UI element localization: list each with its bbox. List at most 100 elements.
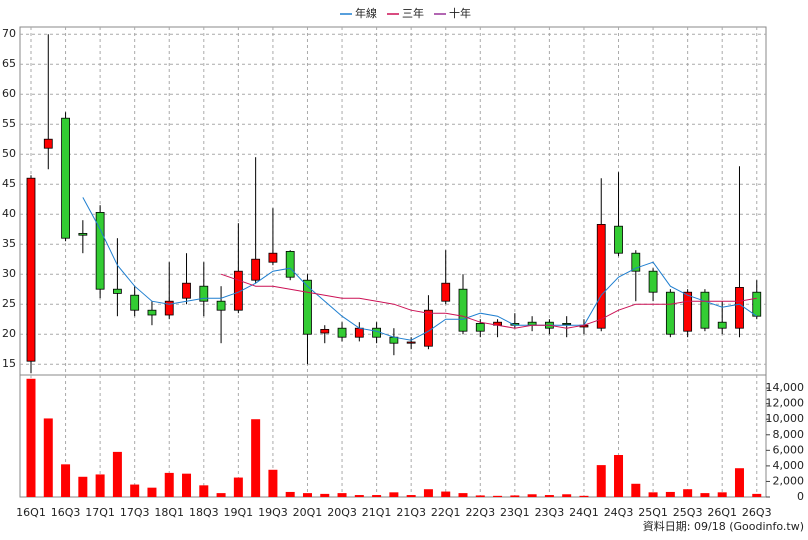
candle-body [164,300,174,316]
y-tick-label: 25 [2,297,16,310]
x-tick-label: 23Q3 [535,506,565,519]
volume-bar [614,455,624,497]
volume-bar [631,483,641,497]
y2-tick-label: 14,000 [766,381,805,394]
volume-bar [406,495,416,497]
candle-body [441,282,451,302]
candle-body [130,294,140,311]
volume-bar [372,495,382,497]
candle-body [268,252,278,263]
volume-bar [683,489,693,497]
price-panel [19,26,767,376]
legend-label: 年線 [355,6,377,20]
candle-body [562,322,572,325]
candle-body [683,291,693,332]
x-tick-label: 23Q1 [500,506,530,519]
volume-bar [441,491,451,497]
y-tick-label: 35 [2,237,16,250]
volume-bar [164,472,174,497]
y2-tick-label: 0 [797,490,804,503]
volume-bar [354,495,364,497]
x-tick-label: 17Q3 [120,506,150,519]
legend-label: 十年 [449,6,471,20]
ma-line [82,197,758,341]
candle-body [182,282,191,299]
candle-body [61,117,70,239]
candle-body [113,288,122,294]
volume-bar [233,477,243,497]
candle-body [752,291,762,317]
x-tick-label: 21Q3 [396,506,426,519]
candle-body [631,252,641,272]
candle-body [596,223,606,329]
candle-body [337,327,347,338]
volume-bar [475,495,485,497]
y-tick-label: 15 [2,357,16,370]
x-tick-label: 26Q1 [707,506,737,519]
volume-bar [26,378,36,497]
y-tick-label: 30 [2,267,16,280]
candle-body [648,270,658,293]
candle-body [43,138,53,149]
volume-panel [19,374,767,498]
volume-bar [199,485,209,497]
x-tick-label: 18Q3 [189,506,219,519]
candle-body [251,258,261,281]
x-tick-label: 26Q3 [742,506,772,519]
y-tick-label: 40 [2,207,16,220]
volume-bar [43,418,53,497]
candle-body [475,322,485,332]
candle-body [458,288,468,332]
volume-bar [95,474,105,497]
volume-bar [268,469,278,497]
volume-bar [337,493,347,497]
candle-body [320,328,330,334]
candle-body [406,341,416,344]
volume-bar [61,464,71,497]
volume-bar [562,494,572,497]
x-tick-label: 19Q1 [224,506,254,519]
volume-bar [579,495,589,497]
volume-bar [544,495,554,497]
candle-body [700,291,710,329]
candle-body [735,286,744,329]
y2-tick-label: 8,000 [773,428,805,441]
candle-body [216,300,226,311]
volume-bar [285,491,295,497]
volume-bar [423,489,433,497]
y2-tick-label: 10,000 [766,412,805,425]
volume-bar [78,476,88,497]
volume-bar [510,495,520,497]
x-tick-label: 20Q1 [293,506,323,519]
volume-bar [648,492,658,497]
x-tick-label: 18Q1 [154,506,184,519]
volume-bar [216,493,226,497]
ma-line [220,273,757,329]
x-tick-label: 21Q1 [362,506,392,519]
x-tick-label: 17Q1 [85,506,115,519]
y2-tick-label: 2,000 [773,474,805,487]
x-tick-label: 16Q3 [51,506,81,519]
y-tick-label: 65 [2,57,16,70]
y2-tick-label: 6,000 [773,443,805,456]
volume-bar [527,494,537,497]
x-tick-label: 25Q1 [638,506,668,519]
x-tick-label: 24Q1 [569,506,599,519]
candle-body [95,211,105,290]
candle-body [424,309,433,347]
y-tick-label: 60 [2,87,16,100]
y2-tick-label: 12,000 [766,397,805,410]
y2-tick-label: 4,000 [773,459,805,472]
legend-label: 三年 [402,6,424,20]
candle-body [233,270,243,311]
candle-body [303,279,312,335]
volume-bar [717,492,727,497]
volume-bar [734,468,744,497]
volume-bar [700,493,710,497]
candle-body [614,225,623,254]
y-tick-label: 20 [2,327,16,340]
candle-body [665,291,675,335]
candle-body [147,309,157,316]
candle-body [285,250,295,278]
